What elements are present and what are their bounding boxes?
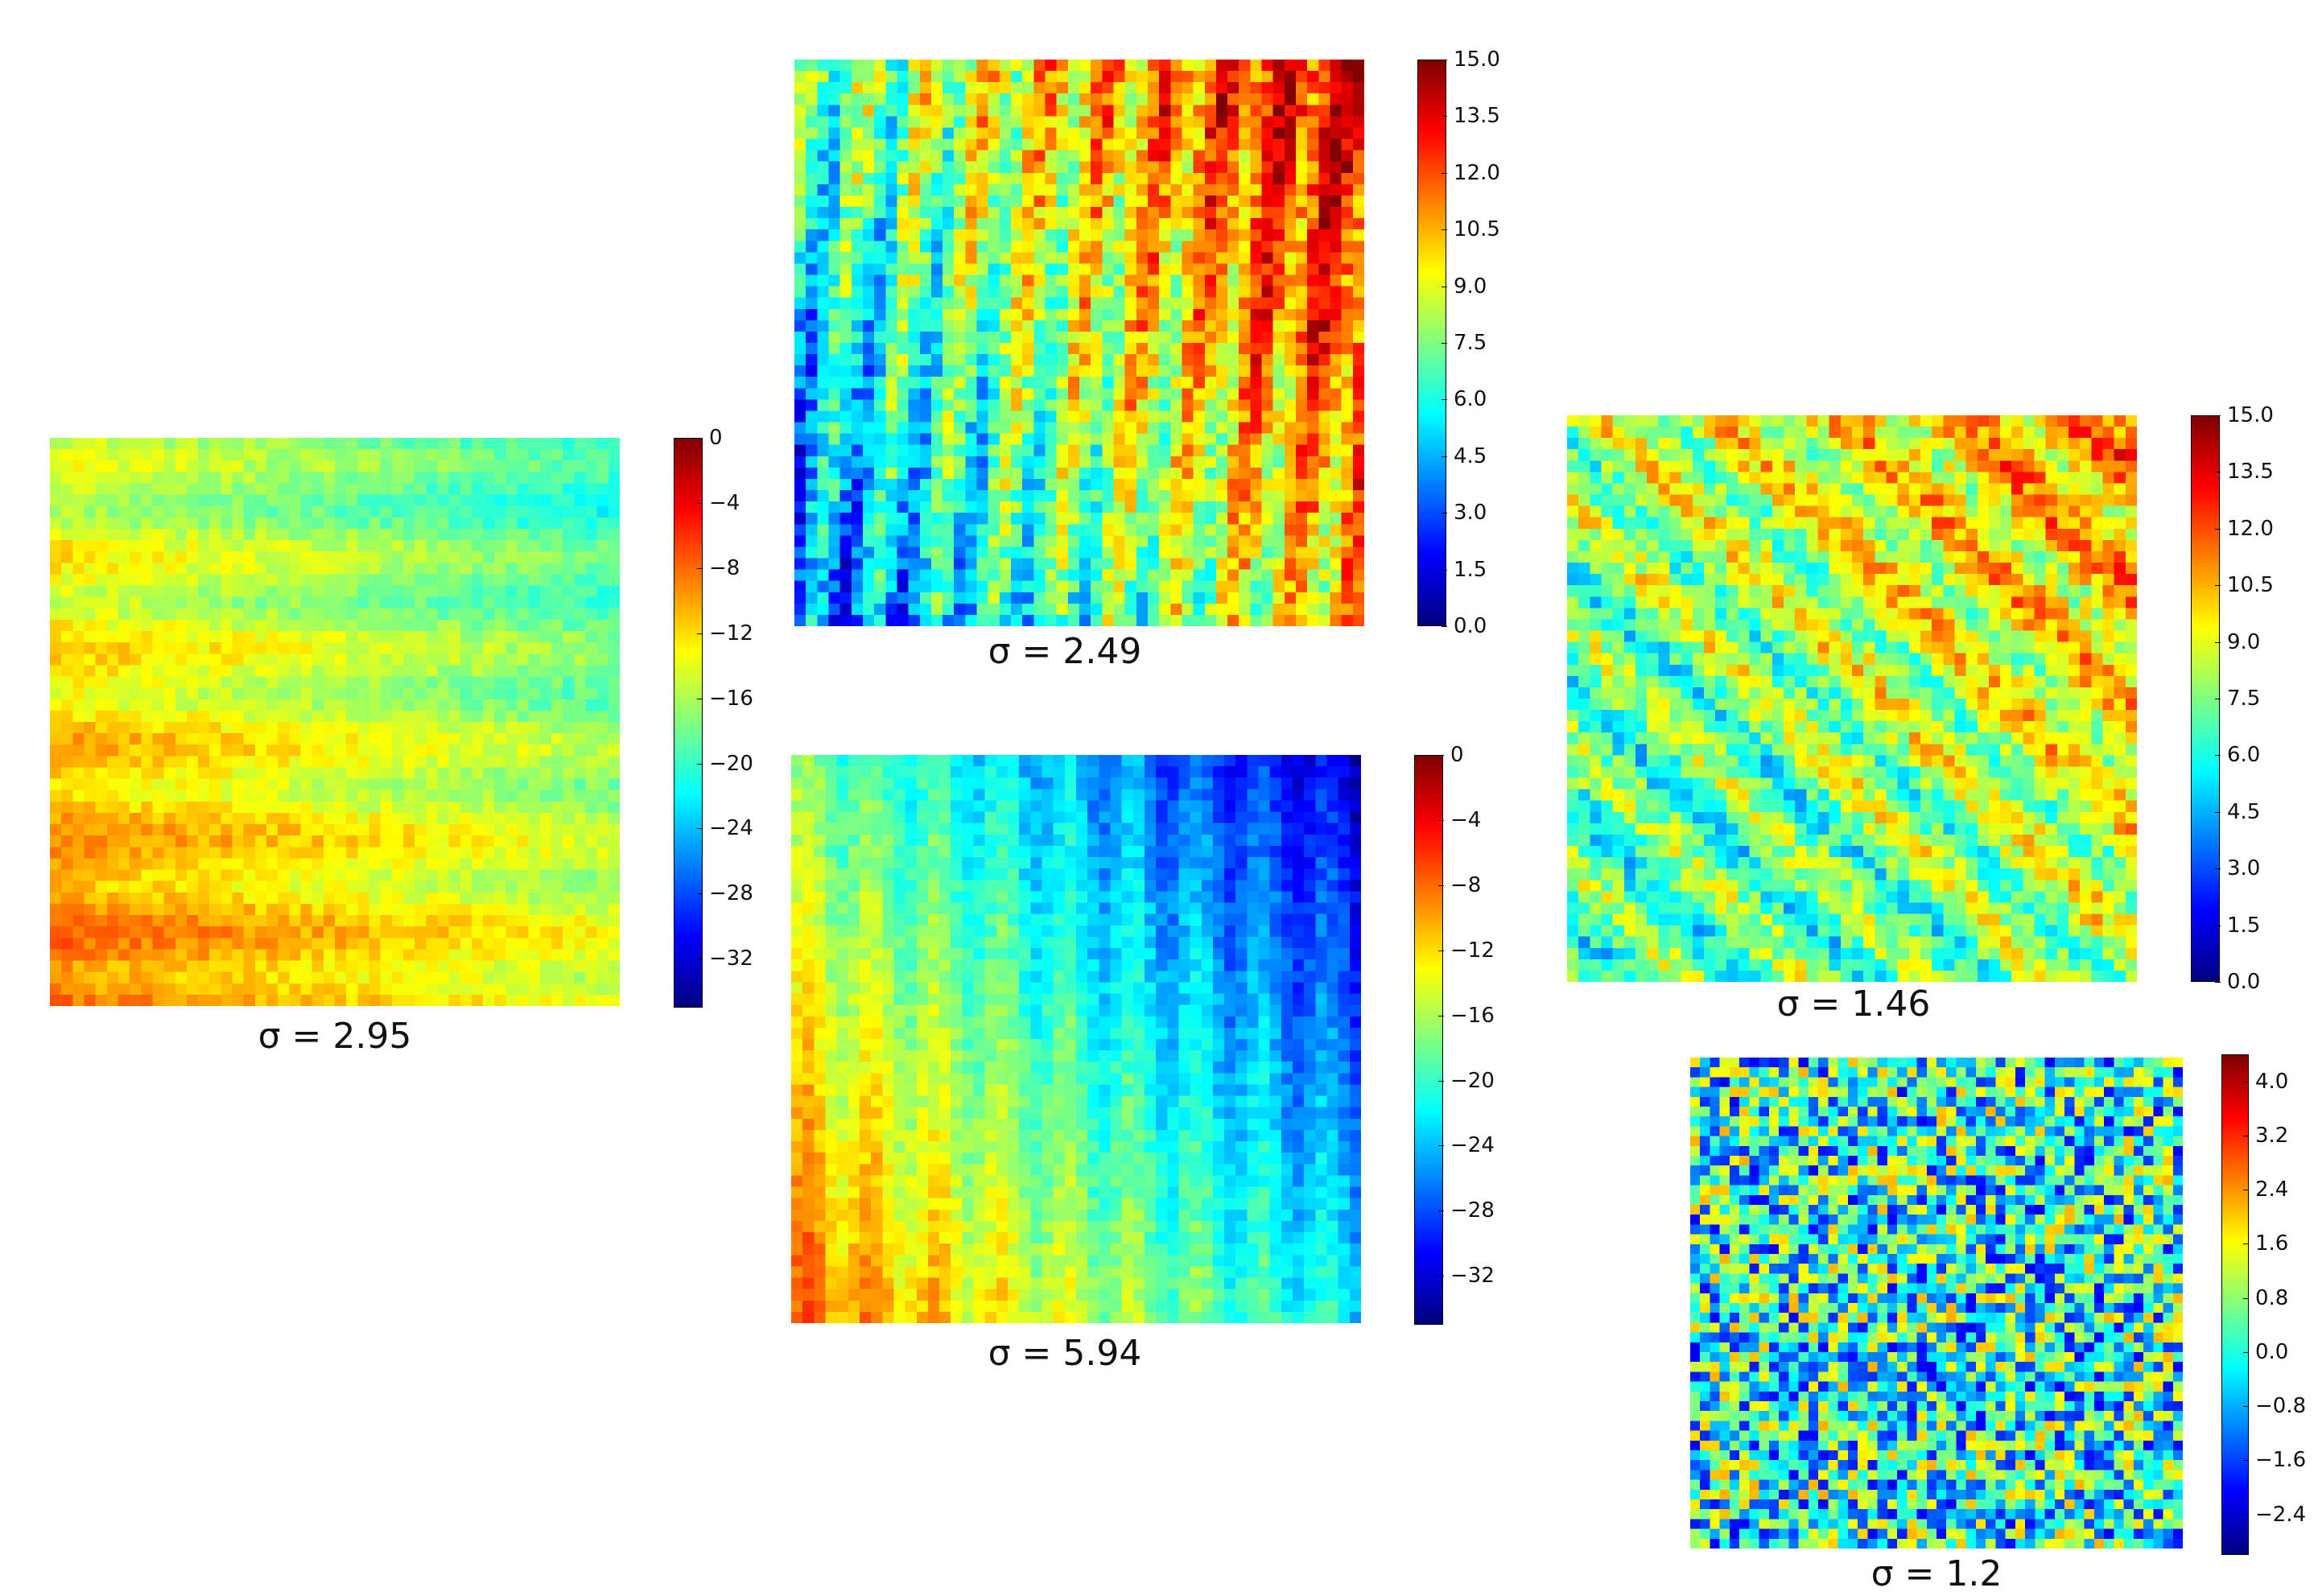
colorbar-tick-mark (697, 828, 703, 829)
colorbar-tick-mark (1442, 343, 1447, 344)
colorbar-tick-mark (2243, 1460, 2249, 1461)
colorbar-tick-mark (1442, 229, 1447, 230)
colorbar-tick-mark (2215, 529, 2221, 530)
colorbar-tick-label: 13.5 (2227, 460, 2274, 485)
colorbar-tick-label: −28 (709, 881, 753, 906)
colorbar-tick-label: 6.0 (2227, 743, 2261, 768)
colorbar-tick-label: 4.5 (1454, 443, 1487, 468)
colorbar-tick-label: −24 (1450, 1133, 1495, 1158)
colorbar-tick-label: −32 (709, 946, 753, 971)
colorbar-tick-label: −28 (1450, 1198, 1495, 1223)
colorbar-tick-mark (2215, 642, 2221, 643)
colorbar-tick-label: 15.0 (1454, 47, 1500, 72)
colorbar-tick-label: −0.8 (2255, 1394, 2307, 1419)
colorbar-tick-label: 10.5 (2227, 573, 2274, 598)
colorbar-tick-label: 0 (709, 426, 723, 450)
colorbar-tick-label: 1.5 (1454, 557, 1487, 582)
colorbar-tick-mark (2215, 415, 2221, 416)
colorbar-tick-label: 12.0 (1454, 160, 1500, 185)
colorbar-tick-label: 1.6 (2255, 1231, 2289, 1256)
colorbar-tick-mark (1442, 456, 1447, 457)
heatmap-image (1690, 1058, 2183, 1549)
colorbar-tick-label: −12 (1450, 938, 1495, 963)
heatmap-caption: σ = 1.2 (1870, 1553, 2002, 1594)
colorbar-tick-mark (2215, 755, 2221, 756)
colorbar-tick-label: −24 (709, 816, 753, 841)
colorbar-tick-label: −12 (709, 621, 753, 645)
colorbar-tick-label: 2.4 (2255, 1177, 2289, 1202)
colorbar-tick-label: 3.2 (2255, 1123, 2289, 1148)
colorbar-tick-label: 4.5 (2227, 799, 2261, 824)
colorbar-tick-mark (2243, 1406, 2249, 1407)
colorbar-tick-label: 12.0 (2227, 516, 2274, 541)
colorbar-tick-label: 0.8 (2255, 1285, 2289, 1310)
colorbar-tick-mark (2243, 1082, 2249, 1083)
colorbar-tick-mark (697, 633, 703, 634)
colorbar-tick-label: 1.5 (2227, 913, 2261, 938)
heatmap-caption: σ = 2.95 (258, 1016, 412, 1057)
colorbar-tick-mark (2243, 1243, 2249, 1244)
heatmap-caption: σ = 1.46 (1776, 984, 1931, 1025)
colorbar-tick-label: 0.0 (1454, 614, 1487, 638)
colorbar-tick-mark (2215, 868, 2221, 869)
colorbar-tick-label: −8 (1450, 872, 1482, 897)
colorbar-tick-mark (2243, 1352, 2249, 1353)
colorbar-tick-mark (1442, 116, 1447, 117)
colorbar-tick-label: 7.5 (1454, 331, 1487, 355)
colorbar-tick-mark (697, 893, 703, 894)
colorbar-tick-mark (1438, 885, 1444, 886)
colorbar-tick-label: 4.0 (2255, 1069, 2289, 1094)
colorbar-tick-label: −20 (1450, 1068, 1495, 1093)
colorbar-tick-mark (2243, 1298, 2249, 1299)
colorbar-tick-mark (1438, 755, 1444, 756)
colorbar-tick-label: −1.6 (2255, 1448, 2307, 1473)
colorbar-tick-label: −4 (1450, 807, 1482, 832)
colorbar-tick-label: −2.4 (2255, 1502, 2307, 1527)
colorbar-tick-label: −16 (709, 686, 753, 711)
colorbar-tick-mark (2215, 982, 2221, 983)
colorbar-tick-label: 15.0 (2227, 403, 2274, 427)
colorbar-tick-label: 3.0 (1454, 501, 1487, 526)
colorbar-tick-mark (697, 764, 703, 765)
colorbar-tick-mark (1442, 626, 1447, 627)
colorbar-tick-mark (1438, 1210, 1444, 1211)
colorbar-tick-label: 6.0 (1454, 387, 1487, 412)
colorbar-tick-label: 0.0 (2255, 1339, 2289, 1364)
heatmap-image (794, 60, 1364, 626)
colorbar-tick-mark (1442, 173, 1447, 174)
heatmap-image (791, 755, 1361, 1323)
heatmap-caption: σ = 5.94 (988, 1333, 1142, 1374)
colorbar-tick-label: 9.0 (2227, 629, 2261, 654)
colorbar-tick-label: 10.5 (1454, 217, 1500, 242)
colorbar-tick-mark (697, 503, 703, 504)
colorbar-tick-mark (2243, 1515, 2249, 1516)
heatmap-caption: σ = 2.49 (988, 631, 1142, 672)
colorbar-tick-mark (1442, 570, 1447, 571)
colorbar-tick-mark (1438, 1145, 1444, 1146)
colorbar-tick-label: 0.0 (2227, 970, 2261, 994)
colorbar-tick-label: −4 (709, 490, 740, 515)
colorbar (674, 438, 703, 1008)
colorbar-tick-mark (2215, 585, 2221, 586)
colorbar-tick-label: 13.5 (1454, 104, 1500, 129)
colorbar-tick-label: 0 (1450, 743, 1464, 767)
colorbar-tick-mark (1442, 399, 1447, 400)
colorbar-tick-mark (2215, 812, 2221, 813)
colorbar-tick-label: 3.0 (2227, 856, 2261, 881)
colorbar-tick-mark (1438, 820, 1444, 821)
colorbar-tick-label: −8 (709, 555, 740, 580)
colorbar-tick-label: −16 (1450, 1003, 1495, 1028)
colorbar-tick-label: −32 (1450, 1264, 1495, 1289)
colorbar-tick-label: 9.0 (1454, 274, 1487, 299)
colorbar-tick-label: 7.5 (2227, 687, 2261, 711)
colorbar-tick-mark (1438, 1016, 1444, 1017)
colorbar-tick-mark (697, 438, 703, 439)
colorbar-tick-mark (697, 568, 703, 569)
colorbar (1414, 755, 1443, 1325)
colorbar-tick-mark (1438, 1081, 1444, 1082)
heatmap-image (50, 438, 620, 1006)
heatmap-image (1567, 415, 2137, 982)
colorbar-tick-label: −20 (709, 751, 753, 776)
colorbar (2221, 1054, 2249, 1555)
